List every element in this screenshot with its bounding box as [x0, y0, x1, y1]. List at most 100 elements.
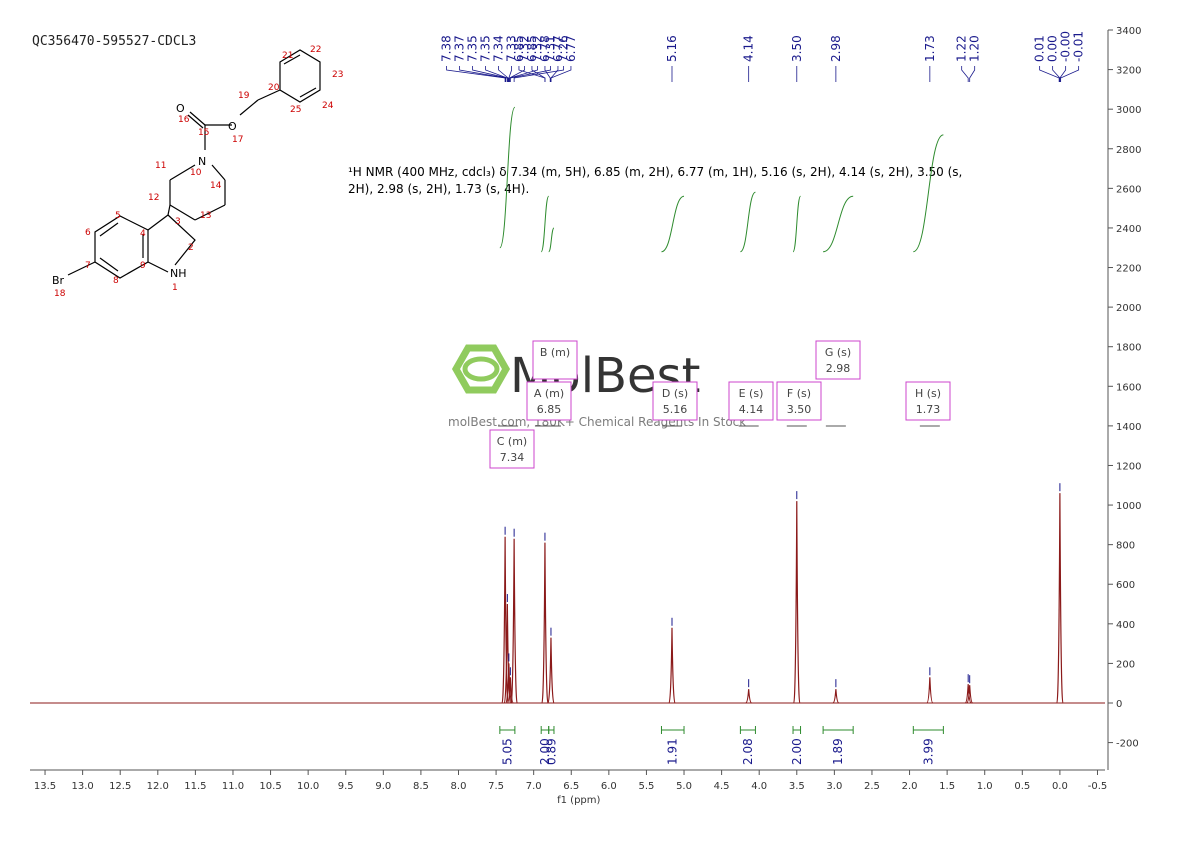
x-tick-label: 5.0 — [676, 781, 692, 792]
y-tick-label: -200 — [1116, 739, 1139, 750]
svg-text:21: 21 — [282, 51, 293, 61]
svg-text:NH: NH — [170, 267, 187, 280]
integral-curve — [822, 195, 854, 253]
svg-text:20: 20 — [268, 83, 280, 93]
x-tick-label: 10.5 — [259, 781, 281, 792]
x-tick-label: 0.5 — [1014, 781, 1030, 792]
molecule-structure — [67, 49, 321, 279]
svg-text:8: 8 — [113, 276, 119, 286]
peak-label-connector — [550, 66, 572, 82]
peak-label: 0.01 — [1033, 35, 1047, 62]
x-tick-label: 0.0 — [1052, 781, 1068, 792]
integral-value: 2.00 — [790, 738, 804, 765]
spectrum-trace — [30, 483, 1105, 704]
svg-text:15: 15 — [198, 128, 209, 138]
multiplet-box-frame — [652, 381, 698, 421]
multiplet-box-frame — [532, 340, 578, 380]
svg-text:14: 14 — [210, 181, 222, 191]
peak-label: 7.32 — [531, 35, 545, 62]
multiplet-boxes: B (m) A (m) 6.85 C (m) 7.34 D (s) 5.16 E (s) 4.1… — [489, 340, 951, 469]
svg-text:18: 18 — [54, 289, 66, 299]
multiplet-box: E (s) 4.14 — [728, 381, 774, 427]
y-tick-label: 0 — [1116, 699, 1122, 710]
peak-label: 7.37 — [453, 35, 467, 62]
y-tick-label: 400 — [1116, 620, 1135, 631]
integral-value: 0.89 — [544, 738, 558, 765]
multiplet-box: C (m) 7.34 — [489, 425, 535, 469]
svg-text:10: 10 — [190, 168, 202, 178]
x-tick-label: 8.5 — [413, 781, 429, 792]
peak-label: 1.20 — [968, 35, 982, 62]
svg-text:12: 12 — [148, 193, 159, 203]
peak-label-connector — [961, 66, 969, 82]
peak-label-connector — [1059, 66, 1067, 82]
peak-label-connector — [446, 66, 506, 82]
x-tick-label: 3.0 — [826, 781, 842, 792]
x-tick-label: 4.5 — [714, 781, 730, 792]
y-tick-label: 1600 — [1116, 382, 1141, 393]
multiplet-box-frame — [526, 381, 572, 421]
svg-text:Br: Br — [52, 274, 65, 287]
peak-labels: 7.38 7.37 7.35 7.35 7.34 7.33 7.32 7.32 7.31 7.26… — [440, 31, 1086, 82]
peak-label: 1.73 — [923, 35, 937, 62]
svg-text:O: O — [228, 120, 237, 133]
multiplet-value: 7.34 — [500, 451, 525, 464]
integral-value: 5.05 — [500, 738, 514, 765]
peak-label: -0.01 — [1072, 31, 1086, 62]
multiplet-name: F (s) — [787, 387, 811, 400]
svg-text:O: O — [176, 102, 185, 115]
peak-label-connector — [969, 66, 976, 82]
peak-label-connector — [550, 66, 559, 82]
multiplet-value: 1.73 — [916, 403, 941, 416]
peak-label-connector — [1039, 66, 1060, 82]
x-tick-label: 12.5 — [109, 781, 131, 792]
x-tick-label: 7.0 — [526, 781, 542, 792]
x-tick-label: 2.5 — [864, 781, 880, 792]
multiplet-box: A (m) 6.85 — [526, 381, 572, 427]
integral-value: 1.91 — [666, 738, 680, 765]
spectrum-peak — [926, 677, 934, 704]
peak-label-connector — [509, 66, 552, 82]
peak-label: 5.16 — [665, 35, 679, 62]
multiplet-box: D (s) 5.16 — [652, 381, 698, 427]
multiplet-box: F (s) 3.50 — [776, 381, 822, 427]
peak-label: 1.22 — [955, 35, 969, 62]
molbest-logo-icon — [451, 344, 511, 394]
peak-label: 4.14 — [742, 35, 756, 62]
x-tick-label: -0.5 — [1088, 781, 1108, 792]
integral-curve — [739, 191, 756, 253]
x-tick-label: 5.5 — [638, 781, 654, 792]
peak-label-connector — [531, 66, 546, 82]
peak-label: 7.31 — [544, 35, 558, 62]
spectrum-peak — [505, 663, 513, 704]
peak-label: 6.77 — [564, 35, 578, 62]
axes: 13.5 13.0 12.5 12.0 11.5 11.0 10.5 10.0 9.5 9.0 8.… — [30, 26, 1141, 806]
svg-text:23: 23 — [332, 70, 343, 80]
svg-text:9: 9 — [140, 261, 146, 271]
peak-label: 7.26 — [557, 35, 571, 62]
multiplet-box-frame — [489, 429, 535, 469]
peak-label: -0.00 — [1059, 31, 1073, 62]
peak-label-connector — [508, 66, 513, 82]
svg-text:2: 2 — [188, 243, 194, 253]
x-tick-label: 9.5 — [338, 781, 354, 792]
y-tick-label: 600 — [1116, 580, 1135, 591]
y-tick-label: 2400 — [1116, 224, 1141, 235]
y-tick-label: 2200 — [1116, 264, 1141, 275]
svg-text:7: 7 — [85, 261, 91, 271]
multiplet-name: E (s) — [739, 387, 764, 400]
spectrum-peak — [832, 689, 840, 704]
spectrum-peak — [1056, 493, 1064, 704]
multiplet-value: 2.98 — [826, 362, 851, 375]
integral-curve — [499, 106, 516, 249]
spectrum-peak — [501, 536, 509, 704]
svg-text:6: 6 — [85, 228, 91, 238]
nmr-description-line-2: 2H), 2.98 (s, 2H), 1.73 (s, 4H). — [348, 182, 529, 196]
spectrum-peak — [793, 501, 801, 704]
svg-text:11: 11 — [155, 161, 166, 171]
peak-label: 7.35 — [479, 35, 493, 62]
peak-label: 7.34 — [492, 35, 506, 62]
x-tick-label: 2.0 — [902, 781, 918, 792]
nmr-description-line-1: ¹H NMR (400 MHz, cdcl₃) δ 7.34 (m, 5H), … — [348, 165, 962, 179]
